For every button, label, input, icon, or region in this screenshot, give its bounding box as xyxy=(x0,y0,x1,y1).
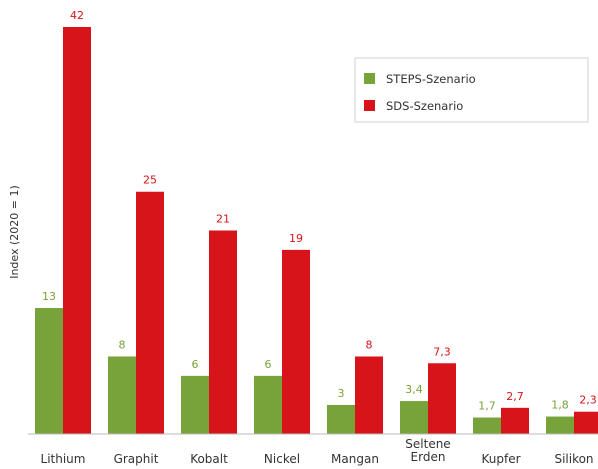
bar-steps-1 xyxy=(108,356,136,434)
bar-sds-2 xyxy=(209,230,237,434)
value-label-steps-5: 3,4 xyxy=(405,383,423,396)
value-label-steps-4: 3 xyxy=(338,387,345,400)
value-label-steps-2: 6 xyxy=(192,358,199,371)
category-label-4: Mangan xyxy=(331,452,379,466)
value-label-sds-1: 25 xyxy=(143,174,157,187)
value-label-steps-7: 1,8 xyxy=(551,399,569,412)
category-label-3: Nickel xyxy=(264,452,300,466)
legend-frame xyxy=(354,57,589,123)
legend-swatch-sds xyxy=(364,100,375,111)
bar-sds-3 xyxy=(282,249,310,434)
value-label-sds-3: 19 xyxy=(289,232,303,245)
bar-steps-2 xyxy=(181,375,209,434)
category-label-7: Silikon xyxy=(554,452,593,466)
bar-steps-0 xyxy=(35,308,63,434)
category-label-5-line-0: Seltene xyxy=(405,437,450,451)
category-label-5-line-1: Erden xyxy=(411,450,446,464)
legend-label-sds: SDS-Szenario xyxy=(386,99,463,113)
legend: STEPS-Szenario SDS-Szenario xyxy=(354,57,589,123)
value-label-steps-0: 13 xyxy=(42,290,56,303)
category-label-1: Graphit xyxy=(114,452,159,466)
bar-sds-5 xyxy=(428,363,456,434)
value-label-sds-6: 2,7 xyxy=(506,390,524,403)
value-label-steps-1: 8 xyxy=(119,338,126,351)
category-label-6: Kupfer xyxy=(481,452,520,466)
bar-steps-3 xyxy=(254,375,282,434)
value-label-steps-6: 1,7 xyxy=(478,400,496,413)
value-label-sds-5: 7,3 xyxy=(433,345,451,358)
bar-sds-6 xyxy=(501,407,529,434)
value-label-sds-4: 8 xyxy=(366,338,373,351)
y-axis-label: Index (2020 = 1) xyxy=(8,185,21,279)
category-label-2: Kobalt xyxy=(190,452,228,466)
bar-sds-1 xyxy=(136,191,164,434)
bar-sds-7 xyxy=(574,411,598,434)
legend-label-steps: STEPS-Szenario xyxy=(386,72,476,86)
bar-steps-5 xyxy=(400,401,428,434)
bar-steps-6 xyxy=(473,417,501,434)
value-label-steps-3: 6 xyxy=(265,358,272,371)
value-label-sds-7: 2,3 xyxy=(579,394,597,407)
bar-sds-4 xyxy=(355,356,383,434)
value-label-sds-2: 21 xyxy=(216,213,230,226)
value-labels-group: 13 42 8 25 6 21 6 19 3 8 3,4 7,3 1,7 2,7 1,8 2,3 xyxy=(42,9,597,413)
category-label-0: Lithium xyxy=(41,452,86,466)
category-labels-group: Lithium Graphit Kobalt Nickel Mangan SelteneE… xyxy=(41,437,594,466)
legend-swatch-steps xyxy=(364,73,375,84)
bars-group xyxy=(35,27,598,434)
value-label-sds-0: 42 xyxy=(70,9,84,22)
bar-steps-4 xyxy=(327,404,355,434)
bar-steps-7 xyxy=(546,416,574,434)
bar-sds-0 xyxy=(63,27,91,434)
